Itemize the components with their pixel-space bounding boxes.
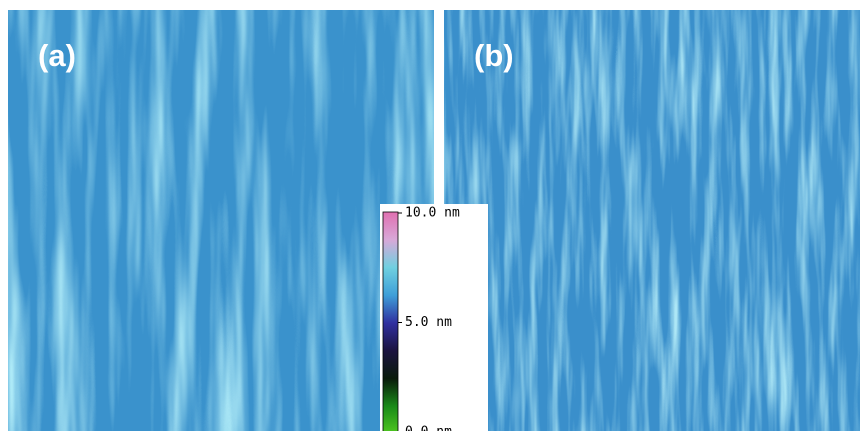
colorbar: 10.0 nm 5.0 nm 0.0 nm [380, 204, 488, 431]
tick-label: 0.0 nm [405, 425, 452, 431]
panel-a: (a) [8, 10, 434, 431]
panel-label: (a) [38, 38, 76, 73]
panel-label: (b) [474, 38, 514, 73]
panel-b: (b) [444, 10, 860, 431]
tick-label: 10.0 nm [405, 206, 460, 221]
figure: (a) (b) 10.0 nm 5.0 nm 0.0 nm [0, 0, 860, 431]
tick-label: 5.0 nm [405, 315, 452, 330]
